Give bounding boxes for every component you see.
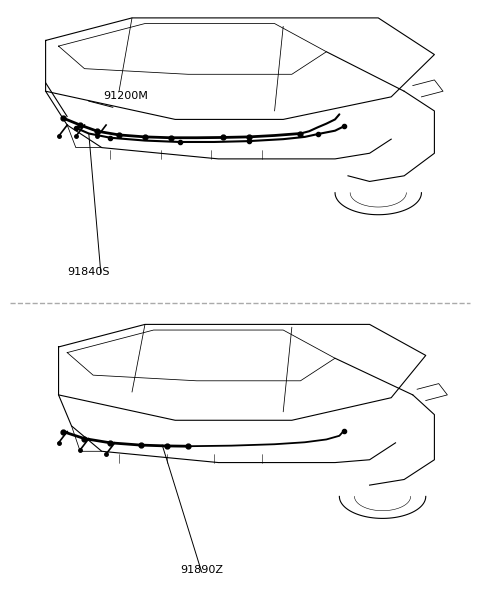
Text: 91840S: 91840S — [67, 267, 110, 276]
Text: 91200M: 91200M — [103, 91, 148, 101]
Text: 91890Z: 91890Z — [180, 565, 223, 575]
